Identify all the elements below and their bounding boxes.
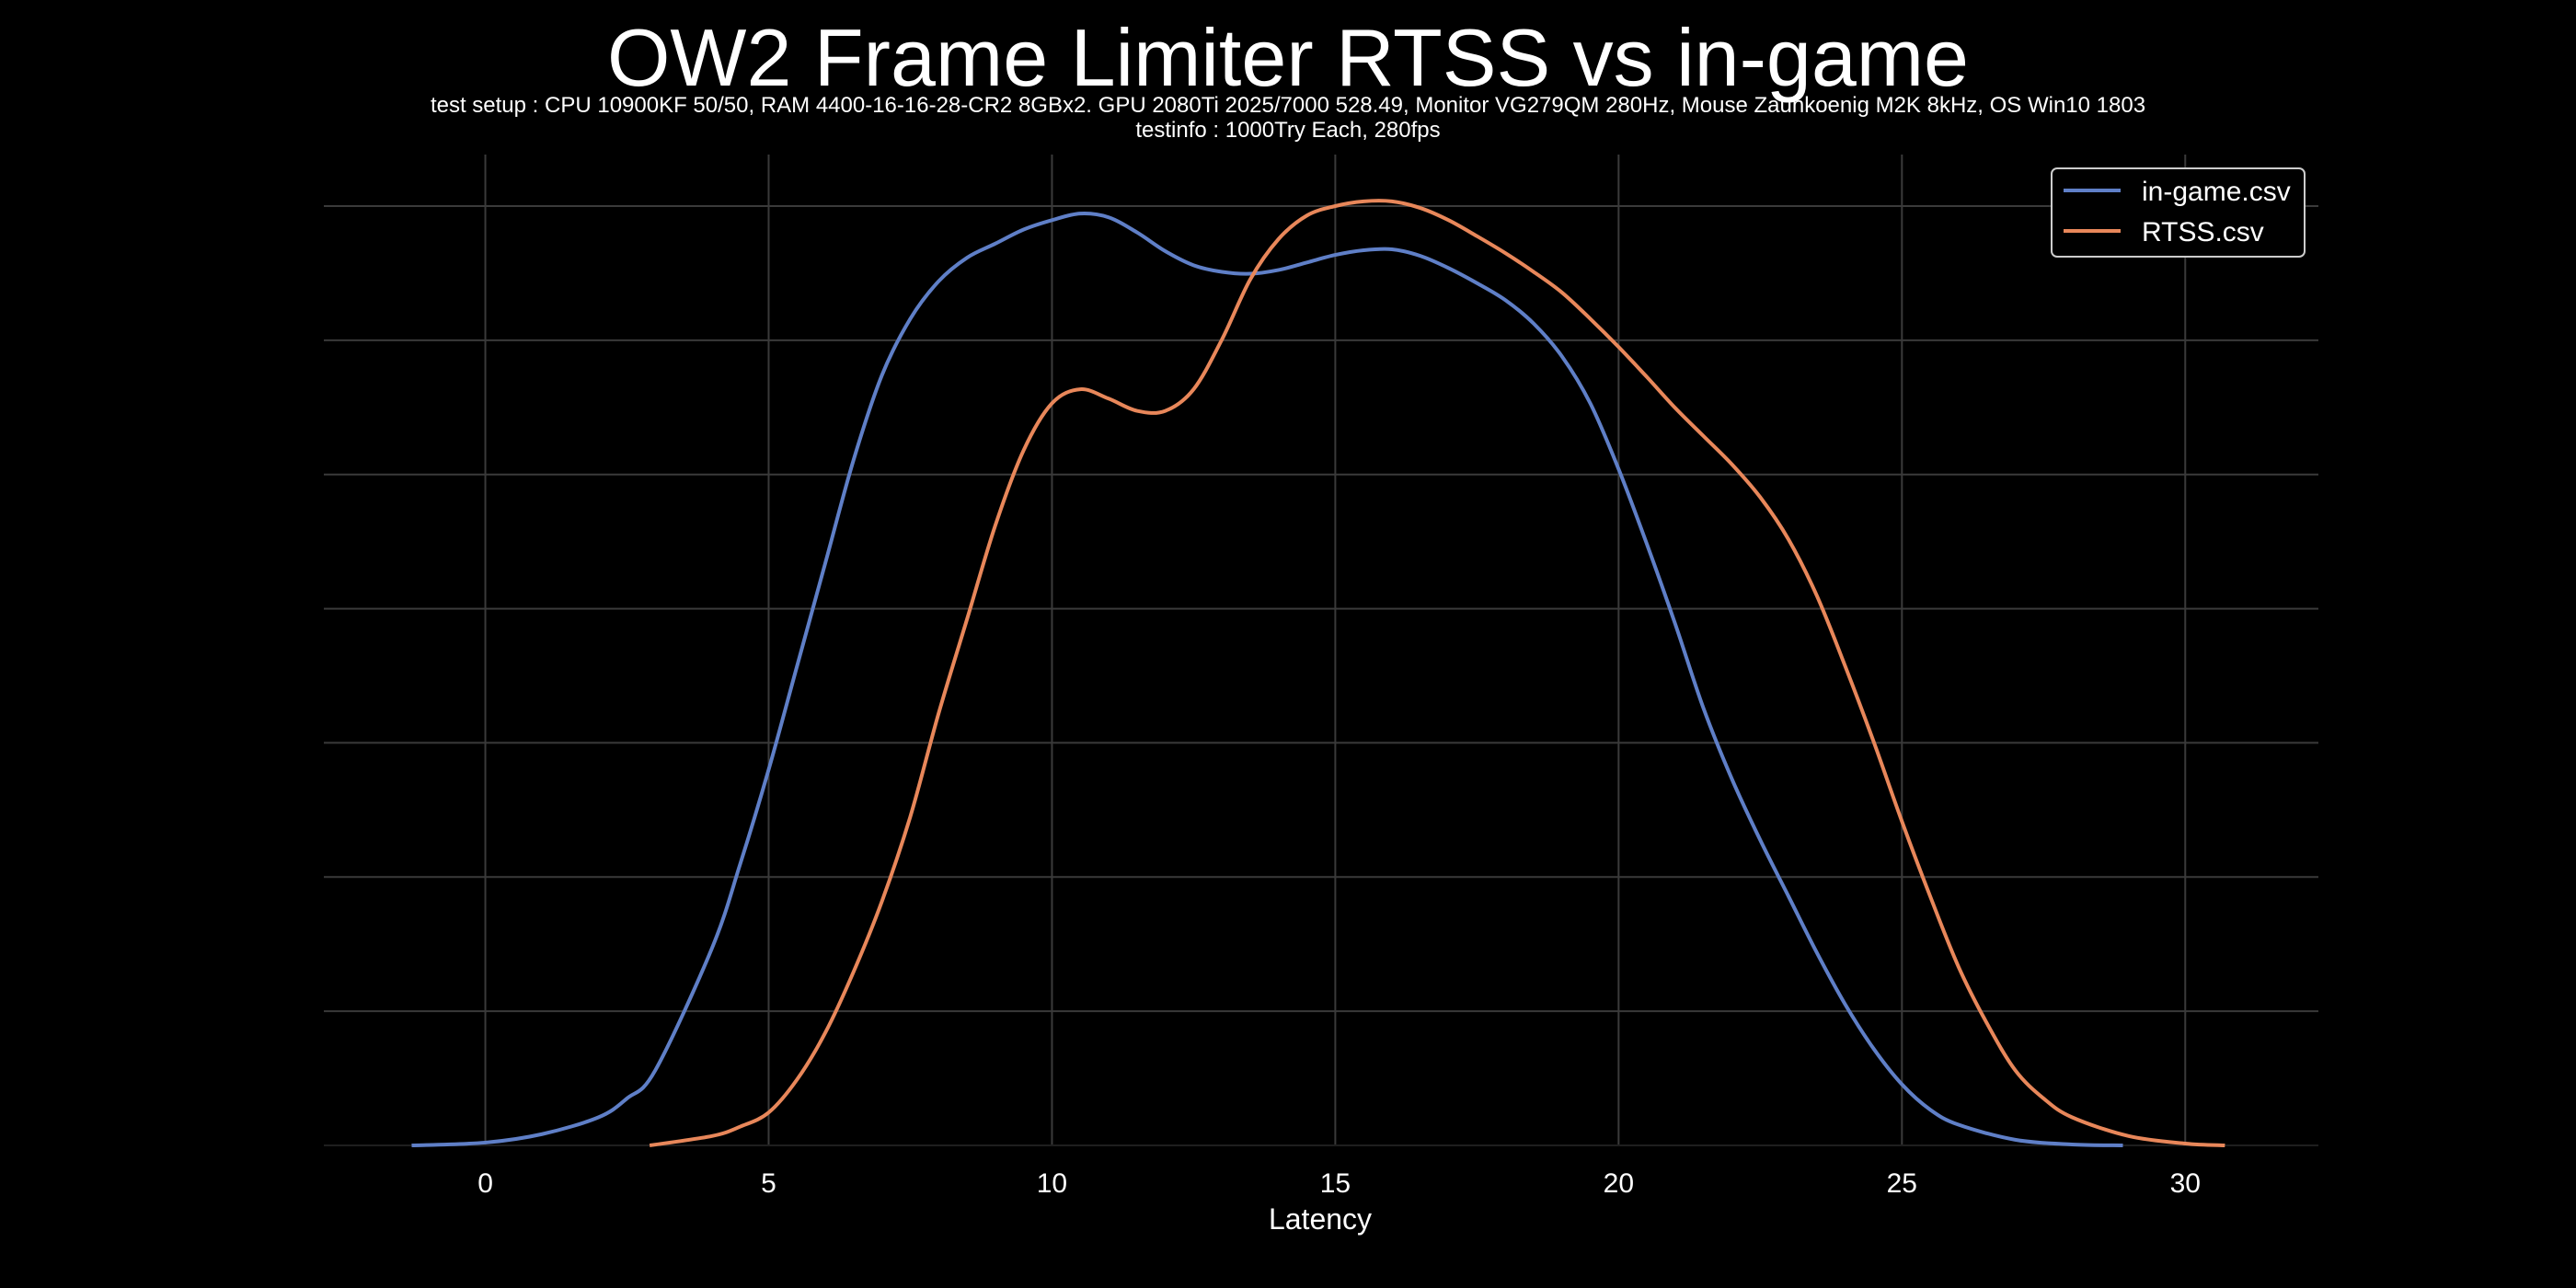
- x-tick-label-0: 0: [477, 1168, 493, 1199]
- legend-label-1[interactable]: RTSS.csv: [2142, 217, 2264, 247]
- x-axis-label: Latency: [1269, 1202, 1372, 1236]
- x-tick-label-6: 30: [2170, 1168, 2201, 1199]
- series-layer: [411, 199, 2225, 1147]
- x-tick-label-1: 5: [761, 1168, 776, 1199]
- x-tick-label-2: 10: [1037, 1168, 1067, 1199]
- x-tick-labels: 0 5 10 15 20 25 30: [477, 1168, 2201, 1199]
- legend-label-0[interactable]: in-game.csv: [2142, 177, 2291, 207]
- chart-subtitle-testinfo: testinfo : 1000Try Each, 280fps: [1135, 118, 1441, 143]
- legend[interactable]: in-game.csv RTSS.csv: [2051, 167, 2306, 258]
- x-tick-label-3: 15: [1320, 1168, 1351, 1199]
- chart-title: OW2 Frame Limiter RTSS vs in-game: [606, 12, 1969, 103]
- chart-subtitle-setup: test setup : CPU 10900KF 50/50, RAM 4400…: [430, 93, 2146, 118]
- grid: [324, 155, 2318, 1146]
- x-tick-label-5: 25: [1887, 1168, 1917, 1199]
- series-line-in-game-csv: [411, 212, 2123, 1147]
- x-tick-label-4: 20: [1604, 1168, 1634, 1199]
- series-line-rtss-csv: [649, 199, 2225, 1147]
